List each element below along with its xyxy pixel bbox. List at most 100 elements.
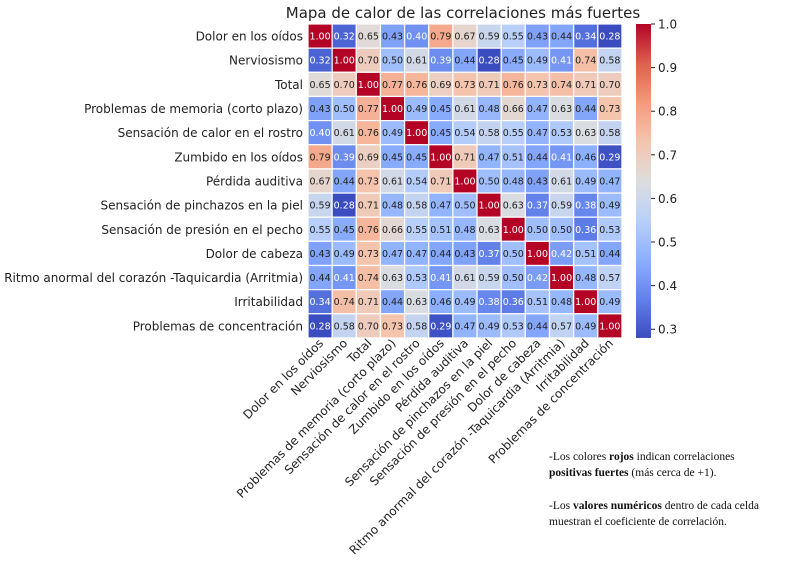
heatmap-cell — [597, 95, 623, 122]
cell-value-label: 1.00 — [527, 249, 548, 260]
cell-value-label: 0.44 — [309, 273, 330, 284]
cell-value-label: 0.70 — [358, 321, 379, 332]
cell-value-label: 0.76 — [358, 128, 379, 139]
heatmap-cell — [307, 95, 333, 122]
cell-value-label: 0.74 — [334, 297, 355, 308]
heatmap-cell — [452, 264, 478, 291]
cell-value-label: 0.73 — [358, 249, 379, 260]
cell-value-label: 0.42 — [551, 249, 572, 260]
cell-value-label: 0.61 — [334, 128, 355, 139]
cell-value-label: 0.48 — [479, 104, 500, 115]
heatmap-cell — [500, 216, 526, 242]
heatmap-cell — [379, 313, 406, 339]
cell-value-label: 0.51 — [575, 249, 596, 260]
row-tick-label: Problemas de memoria (corto plazo) — [84, 102, 303, 116]
cell-value-label: 0.29 — [430, 321, 451, 332]
heatmap-cell — [379, 119, 406, 146]
heatmap-cell — [500, 119, 526, 146]
colorbar-tick-label: 0.3 — [658, 323, 677, 337]
cell-value-label: 0.39 — [334, 152, 355, 163]
cell-value-label: 0.34 — [575, 32, 596, 43]
cell-value-label: 0.51 — [527, 297, 548, 308]
heatmap-cell — [573, 264, 599, 291]
cell-value-label: 0.71 — [479, 80, 500, 91]
cell-value-label: 0.44 — [382, 297, 403, 308]
cell-value-label: 0.55 — [309, 225, 330, 236]
cell-value-label: 0.47 — [479, 152, 500, 163]
cell-value-label: 0.66 — [382, 225, 403, 236]
cell-value-label: 0.65 — [309, 80, 330, 91]
cell-value-label: 0.47 — [527, 128, 548, 139]
cell-value-label: 0.49 — [575, 176, 596, 187]
cell-value-label: 0.50 — [454, 201, 475, 212]
heatmap-cell — [452, 289, 478, 315]
note-red-colors: -Los colores rojos indican correlaciones… — [549, 449, 779, 481]
heatmap-cell — [452, 119, 478, 146]
cell-value-label: 0.49 — [406, 104, 427, 115]
cell-value-label: 0.45 — [430, 104, 451, 115]
cell-value-label: 0.69 — [358, 152, 379, 163]
cell-value-label: 0.41 — [334, 273, 355, 284]
cell-value-label: 0.57 — [551, 321, 572, 332]
cell-value-label: 0.65 — [358, 32, 379, 43]
cell-value-label: 0.73 — [454, 80, 475, 91]
cell-value-label: 0.44 — [527, 321, 548, 332]
cell-value-label: 0.43 — [527, 32, 548, 43]
cell-value-label: 0.48 — [503, 176, 524, 187]
heatmap-cell — [476, 47, 502, 73]
cell-value-label: 0.71 — [454, 152, 475, 163]
cell-value-label: 0.32 — [309, 56, 330, 67]
cell-value-label: 0.48 — [382, 201, 403, 212]
cell-value-label: 0.48 — [454, 225, 475, 236]
cell-value-label: 0.61 — [382, 176, 403, 187]
row-tick-label: Dolor en los oídos — [196, 30, 303, 44]
cell-value-label: 0.70 — [599, 80, 620, 91]
cell-value-label: 0.50 — [479, 176, 500, 187]
cell-value-label: 0.55 — [406, 225, 427, 236]
heatmap-cell — [548, 23, 575, 49]
heatmap-cell — [548, 313, 575, 339]
colorbar-tick-label: 0.5 — [658, 236, 677, 250]
cell-value-label: 0.28 — [479, 56, 500, 67]
heatmap-cell — [476, 313, 502, 339]
note2-bold: valores numéricos — [572, 500, 662, 512]
cell-value-label: 1.00 — [454, 176, 475, 187]
heatmap-cell — [573, 192, 599, 218]
cell-value-label: 0.44 — [527, 152, 548, 163]
cell-value-label: 0.61 — [454, 273, 475, 284]
cell-value-label: 0.32 — [334, 32, 355, 43]
cell-value-label: 0.73 — [382, 321, 403, 332]
heatmap-cell — [331, 71, 357, 98]
cell-value-label: 0.67 — [454, 32, 475, 43]
cell-value-label: 1.00 — [599, 321, 620, 332]
cell-value-label: 0.44 — [454, 56, 475, 67]
cell-value-label: 0.50 — [503, 249, 524, 260]
heatmap-cell — [548, 119, 575, 146]
heatmap-cell — [307, 71, 333, 98]
cell-value-label: 0.63 — [551, 104, 572, 115]
cell-value-label: 0.39 — [430, 56, 451, 67]
cell-value-label: 0.47 — [430, 201, 451, 212]
cell-value-label: 0.63 — [406, 297, 427, 308]
cell-value-label: 1.00 — [334, 56, 355, 67]
cell-value-label: 0.28 — [334, 201, 355, 212]
colorbar-tick-label: 0.7 — [658, 148, 677, 162]
cell-value-label: 0.47 — [406, 249, 427, 260]
heatmap-cell — [573, 289, 599, 315]
cell-value-label: 0.46 — [575, 152, 596, 163]
colorbar — [636, 24, 651, 338]
cell-value-label: 0.49 — [454, 297, 475, 308]
row-tick-label: Problemas de concentración — [133, 319, 303, 333]
heatmap-cell — [476, 168, 502, 194]
heatmap-cell — [355, 119, 382, 146]
cell-value-label: 0.59 — [309, 201, 330, 212]
cell-value-label: 0.71 — [358, 201, 379, 212]
cell-value-label: 0.37 — [527, 201, 548, 212]
cell-value-label: 0.43 — [527, 176, 548, 187]
cell-value-label: 0.49 — [599, 201, 620, 212]
cell-value-label: 0.45 — [406, 152, 427, 163]
cell-value-label: 0.70 — [334, 80, 355, 91]
row-tick-label: Zumbido en los oídos — [174, 150, 303, 164]
note1-text-a: -Los colores — [549, 451, 610, 463]
heatmap-cell — [573, 119, 599, 146]
